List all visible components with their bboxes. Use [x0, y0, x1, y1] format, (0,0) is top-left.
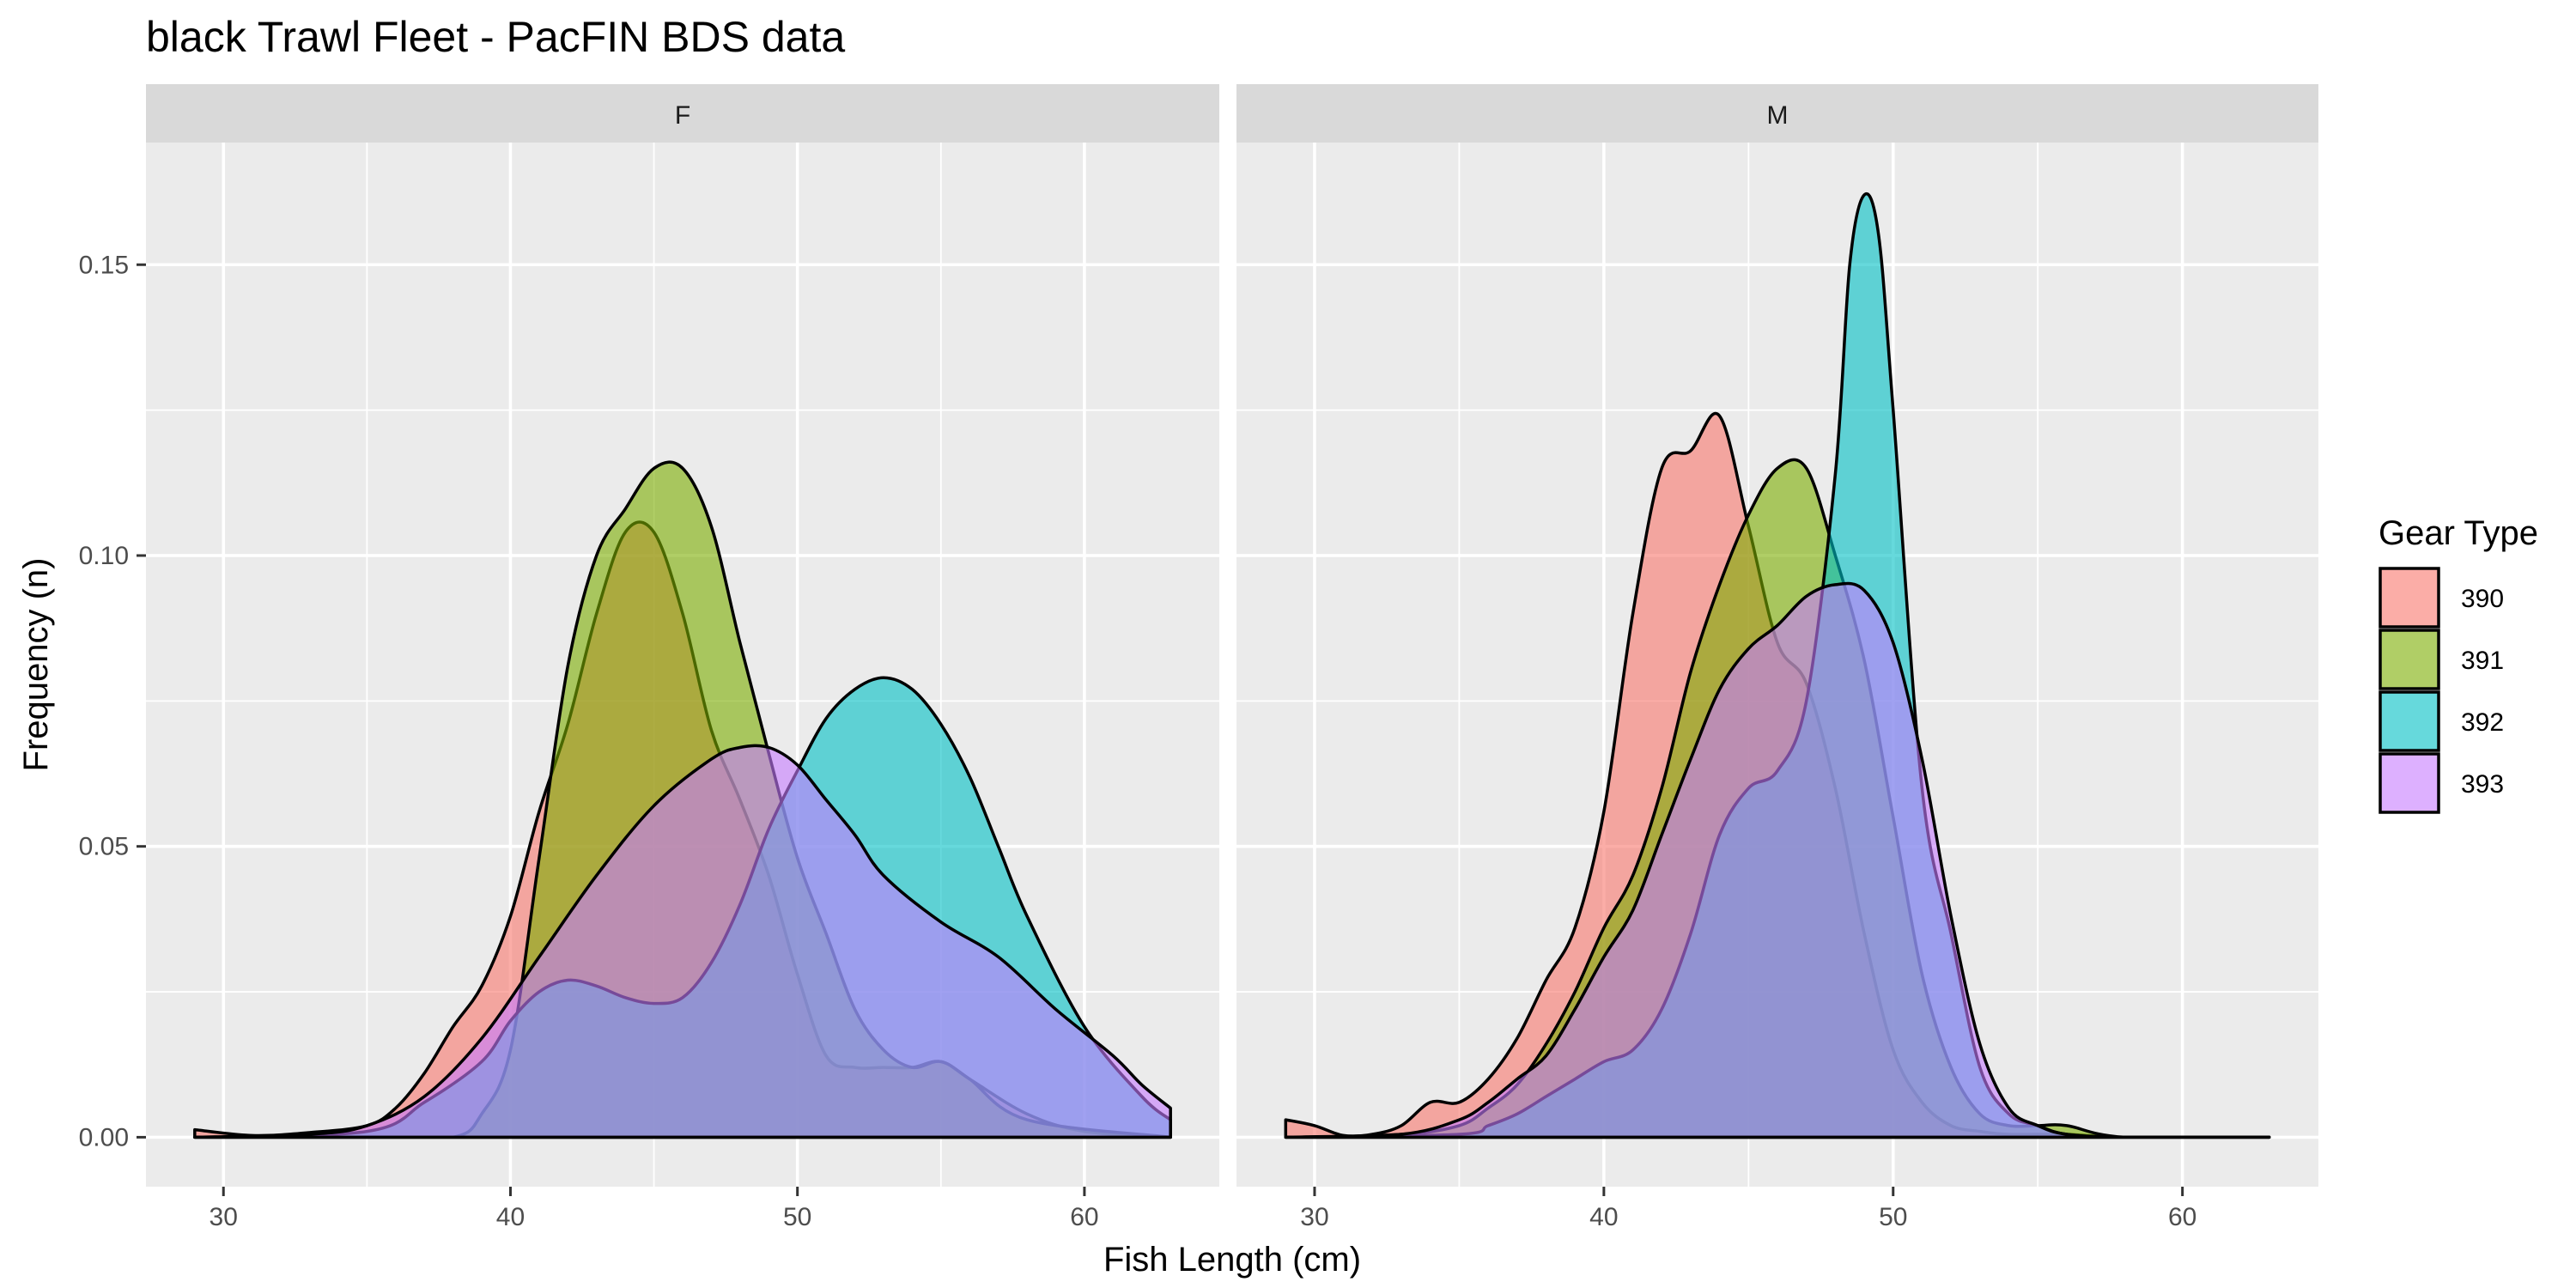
panel-m: M	[1236, 84, 2318, 1187]
y-tick-label: 0.10	[79, 542, 129, 570]
legend-title: Gear Type	[2379, 514, 2538, 552]
x-tick-label: 60	[1070, 1203, 1098, 1231]
legend-key-393	[2379, 752, 2440, 814]
y-axis-title: Frequency (n)	[17, 558, 55, 772]
y-axis: 0.00 0.05 0.10 0.15	[79, 251, 146, 1151]
x-tick-label: 40	[496, 1203, 525, 1231]
x-tick-label: 50	[1879, 1203, 1907, 1231]
x-tick-label: 30	[1300, 1203, 1328, 1231]
legend: Gear Type 390 391 392 393	[2379, 514, 2538, 814]
density-series-f	[193, 460, 1172, 1139]
facet-strip-m	[1236, 84, 2318, 143]
panel-f: F	[146, 84, 1219, 1187]
facet-strip-f	[146, 84, 1219, 143]
facet-label-m: M	[1767, 101, 1789, 130]
x-tick-label: 60	[2168, 1203, 2196, 1231]
legend-key-390	[2379, 567, 2440, 629]
y-tick-label: 0.15	[79, 251, 129, 279]
density-area-f-393	[193, 744, 1172, 1139]
x-tick-label: 50	[783, 1203, 811, 1231]
legend-key-391	[2379, 629, 2440, 690]
facet-label-f: F	[675, 101, 690, 130]
legend-label-391: 391	[2461, 647, 2504, 675]
legend-label-393: 393	[2461, 770, 2504, 799]
legend-key-392	[2379, 690, 2440, 752]
y-tick-label: 0.00	[79, 1123, 129, 1151]
chart-title: black Trawl Fleet - PacFIN BDS data	[146, 13, 845, 61]
y-tick-label: 0.05	[79, 833, 129, 861]
density-series-m	[1284, 191, 2271, 1139]
x-axis-f: 30 40 50 60	[210, 1187, 1099, 1231]
x-tick-label: 30	[210, 1203, 238, 1231]
density-area-m-393	[1284, 581, 2271, 1139]
legend-label-392: 392	[2461, 708, 2504, 737]
x-tick-label: 40	[1589, 1203, 1618, 1231]
x-axis-title: Fish Length (cm)	[1103, 1241, 1361, 1279]
legend-label-390: 390	[2461, 585, 2504, 613]
x-axis-m: 30 40 50 60	[1300, 1187, 2196, 1231]
